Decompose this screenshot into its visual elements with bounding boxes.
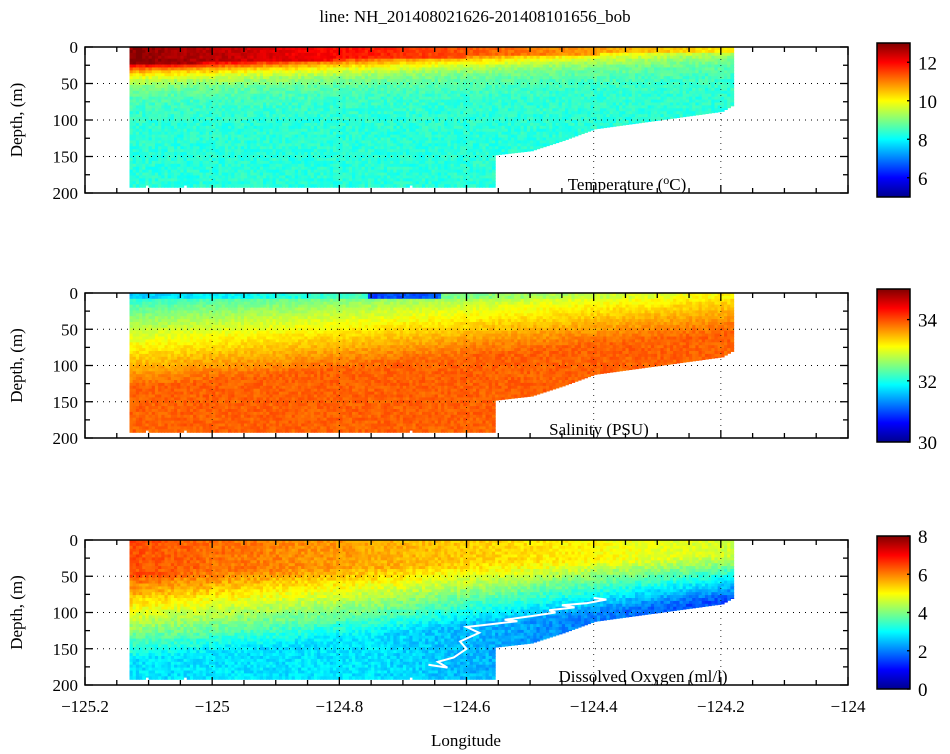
chart-title: line: NH_201408021626-201408101656_bob (319, 7, 630, 26)
